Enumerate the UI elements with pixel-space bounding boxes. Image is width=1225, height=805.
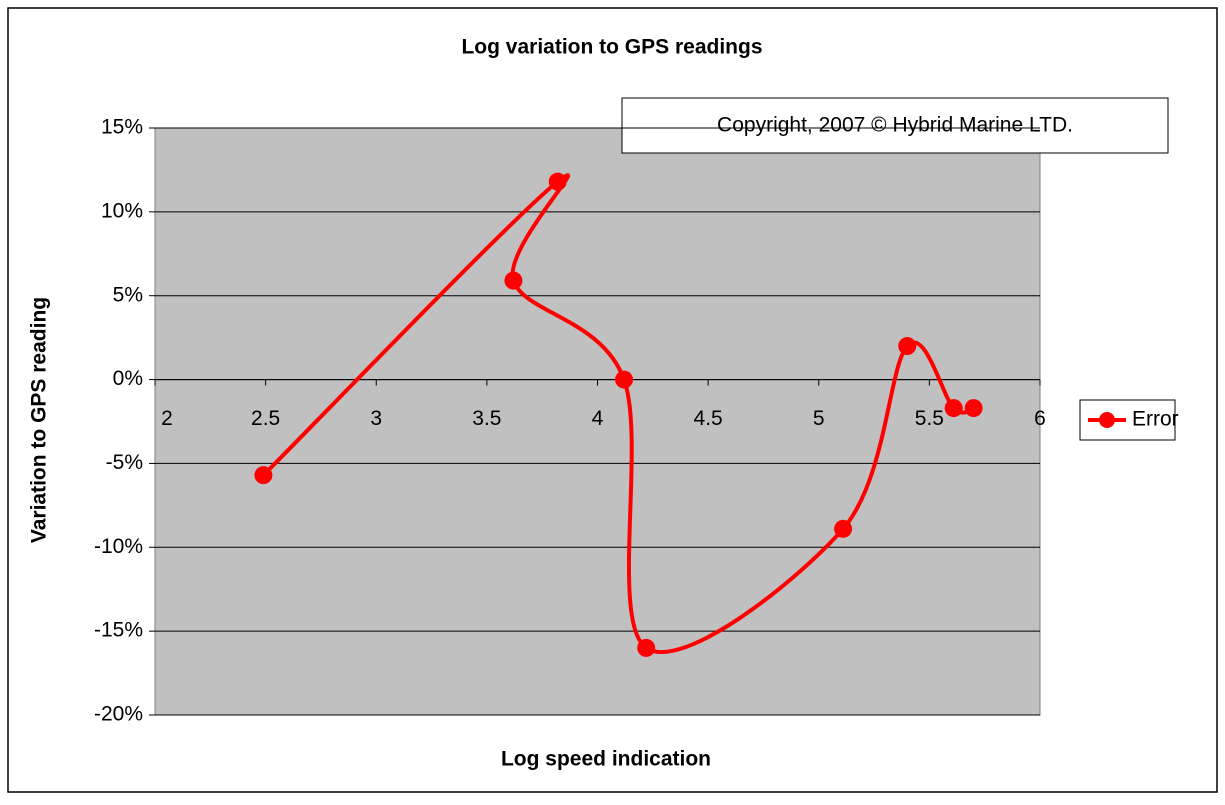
chart-title: Log variation to GPS readings: [461, 36, 762, 59]
y-tick-label: -15%: [94, 619, 143, 642]
y-tick-label: -5%: [106, 451, 143, 474]
x-tick-label: 3: [370, 407, 382, 430]
point: [964, 399, 983, 418]
annotation: Copyright, 2007 © Hybrid Marine LTD.: [717, 114, 1073, 137]
annotation-box: [621, 97, 1169, 154]
point: [834, 519, 853, 538]
point: [504, 271, 523, 290]
point: [615, 370, 634, 389]
point: [254, 466, 273, 485]
y-axis-label: Variation to GPS reading: [28, 297, 51, 543]
y-tick-label: 0%: [113, 367, 143, 390]
x-tick-label: 2.5: [251, 407, 280, 430]
x-tick-label: 3.5: [472, 407, 501, 430]
point: [637, 638, 656, 657]
y-tick-label: -10%: [94, 535, 143, 558]
y-tick-label: 10%: [101, 199, 143, 222]
point: [548, 172, 567, 191]
legend-label: Error: [1132, 408, 1179, 431]
point: [944, 399, 963, 418]
legend-marker: [1099, 412, 1115, 428]
y-tick-label: 5%: [113, 283, 143, 306]
y-tick-label: -20%: [94, 703, 143, 726]
y-tick-label: 15%: [101, 116, 143, 139]
x-tick-label: 5.5: [915, 407, 944, 430]
x-tick-label: 6: [1034, 407, 1046, 430]
plot-area: [154, 127, 1041, 716]
x-tick-label: 5: [813, 407, 825, 430]
x-tick-label: 4.5: [694, 407, 723, 430]
x-axis-label: Log speed indication: [501, 748, 711, 771]
point: [898, 337, 917, 356]
x-tick-label: 2: [161, 407, 173, 430]
x-tick-label: 4: [592, 407, 604, 430]
